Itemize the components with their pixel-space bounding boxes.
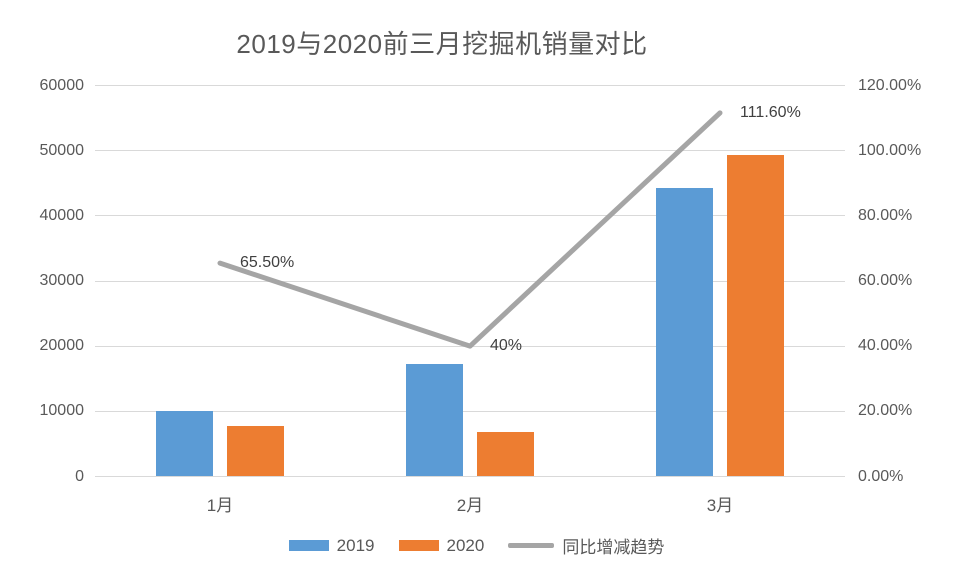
- x-axis-tick-label: 1月: [206, 496, 234, 515]
- bar-2020-3月: [727, 154, 784, 477]
- gridline: [95, 85, 845, 86]
- trend-point-label-3月: 111.60%: [740, 103, 801, 121]
- bar-2020-1月: [227, 425, 284, 477]
- trend-point-label-2月: 40%: [490, 337, 523, 355]
- bar-2020-2月: [477, 431, 534, 477]
- chart-title: 2019与2020前三月挖掘机销量对比: [236, 29, 648, 59]
- left-axis-tick-label: 20000: [39, 337, 85, 355]
- right-axis-tick-label: 0.00%: [858, 467, 904, 485]
- right-axis-tick-label: 60.00%: [858, 272, 913, 289]
- left-axis-tick-label: 60000: [39, 76, 85, 94]
- right-axis-tick-label: 80.00%: [858, 206, 913, 224]
- legend: 2019 2020 同比增减趋势: [0, 533, 953, 558]
- trend-line: [217, 110, 723, 349]
- gridline: [95, 215, 845, 217]
- left-axis-tick-label: 40000: [39, 206, 85, 224]
- legend-label: 2020: [446, 535, 485, 555]
- gridline: [95, 280, 845, 282]
- legend-item-2020: 2020: [398, 535, 485, 556]
- bar-2019-3月: [656, 187, 713, 477]
- right-axis-tick-label: 40.00%: [858, 337, 913, 355]
- x-axis-tick-label: 3月: [706, 496, 734, 515]
- right-axis-tick-label: 100.00%: [858, 141, 922, 159]
- x-axis-tick-label: 2月: [456, 496, 484, 515]
- right-axis-tick-label: 120.00%: [858, 76, 922, 94]
- left-axis-tick-label: 0: [75, 467, 84, 485]
- right-axis-tick-label: 20.00%: [858, 402, 913, 420]
- legend-label: 同比增减趋势: [562, 538, 665, 557]
- legend-bar-swatch: [288, 540, 329, 551]
- left-axis-tick-label: 10000: [39, 402, 85, 420]
- gridline: [95, 410, 845, 412]
- legend-item-2019: 2019: [288, 535, 375, 556]
- legend-label: 2019: [336, 535, 375, 555]
- left-axis-tick-label: 30000: [39, 272, 85, 289]
- gridline: [95, 476, 845, 477]
- trend-point-label-1月: 65.50%: [240, 254, 295, 272]
- legend-item-同比增减趋势: 同比增减趋势: [508, 533, 664, 558]
- left-axis-tick-label: 50000: [39, 141, 85, 159]
- legend-bar-swatch: [398, 540, 439, 551]
- legend-line-swatch: [508, 543, 555, 548]
- bar-2019-1月: [156, 410, 213, 477]
- bar-2019-2月: [406, 364, 463, 477]
- gridline: [95, 150, 845, 152]
